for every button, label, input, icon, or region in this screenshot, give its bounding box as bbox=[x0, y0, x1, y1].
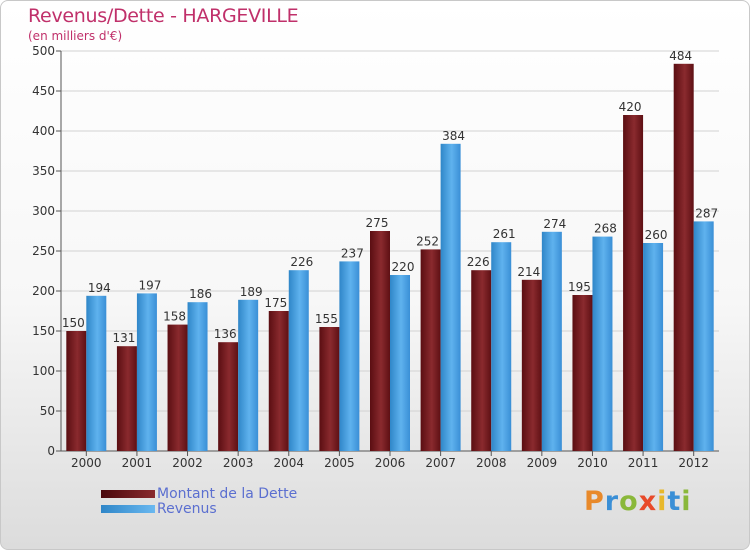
bar-debt bbox=[268, 311, 289, 451]
data-label-debt: 226 bbox=[467, 255, 490, 269]
bar-revenue bbox=[238, 299, 259, 451]
data-label-debt: 150 bbox=[62, 316, 85, 330]
bar-revenue bbox=[339, 261, 360, 451]
bar-revenue bbox=[136, 293, 157, 451]
data-label-debt: 420 bbox=[619, 100, 642, 114]
legend-swatch-revenue bbox=[101, 505, 155, 513]
bar-debt bbox=[521, 279, 542, 451]
bar-revenue bbox=[288, 270, 309, 451]
logo-letter: o bbox=[619, 486, 639, 517]
logo-letter: t bbox=[667, 486, 682, 517]
data-label-revenue: 186 bbox=[189, 287, 212, 301]
x-tick-label: 2009 bbox=[527, 456, 558, 470]
x-tick-label: 2006 bbox=[375, 456, 406, 470]
data-label-revenue: 220 bbox=[392, 260, 415, 274]
data-label-revenue: 268 bbox=[594, 222, 617, 236]
data-label-revenue: 274 bbox=[543, 217, 566, 231]
y-tick-label: 300 bbox=[32, 204, 55, 218]
data-label-revenue: 189 bbox=[240, 285, 263, 299]
data-label-revenue: 384 bbox=[442, 129, 465, 143]
data-label-revenue: 237 bbox=[341, 246, 364, 260]
bar-debt bbox=[623, 115, 644, 451]
data-label-debt: 275 bbox=[366, 216, 389, 230]
bar-revenue bbox=[592, 236, 613, 451]
logo-letter: x bbox=[638, 486, 658, 517]
x-tick-label: 2012 bbox=[678, 456, 709, 470]
y-tick-label: 50 bbox=[40, 404, 55, 418]
x-tick-label: 2008 bbox=[476, 456, 507, 470]
logo-letter: r bbox=[604, 486, 620, 517]
bar-revenue bbox=[390, 275, 410, 451]
x-tick-label: 2007 bbox=[425, 456, 456, 470]
data-label-debt: 484 bbox=[669, 49, 692, 63]
y-tick-label: 200 bbox=[32, 284, 55, 298]
data-label-debt: 155 bbox=[315, 312, 338, 326]
data-label-debt: 214 bbox=[517, 265, 540, 279]
logo-letter: P bbox=[584, 486, 605, 517]
x-tick-label: 2002 bbox=[172, 456, 203, 470]
bar-debt bbox=[471, 270, 492, 451]
data-label-revenue: 287 bbox=[695, 206, 718, 220]
data-label-revenue: 226 bbox=[290, 255, 313, 269]
bar-revenue bbox=[693, 221, 714, 451]
data-label-debt: 136 bbox=[214, 327, 237, 341]
proxiti-logo: Proxiti bbox=[584, 486, 692, 517]
legend-label-revenue: Revenus bbox=[157, 501, 217, 517]
data-label-debt: 131 bbox=[112, 331, 135, 345]
x-tick-label: 2010 bbox=[577, 456, 608, 470]
data-label-debt: 175 bbox=[264, 296, 287, 310]
legend-swatch-debt bbox=[101, 490, 155, 498]
bar-revenue bbox=[491, 242, 512, 451]
x-tick-label: 2011 bbox=[628, 456, 659, 470]
y-tick-label: 350 bbox=[32, 164, 55, 178]
y-tick-label: 150 bbox=[32, 324, 55, 338]
y-tick-label: 500 bbox=[32, 44, 55, 58]
bar-revenue bbox=[541, 231, 562, 451]
data-label-debt: 252 bbox=[416, 234, 439, 248]
data-label-revenue: 194 bbox=[88, 281, 111, 295]
y-tick-label: 0 bbox=[47, 444, 55, 458]
bar-debt bbox=[370, 231, 390, 451]
bar-debt bbox=[218, 342, 239, 451]
chart-subtitle: (en milliers d'€) bbox=[28, 29, 123, 43]
data-label-debt: 195 bbox=[568, 280, 591, 294]
x-tick-label: 2000 bbox=[71, 456, 102, 470]
x-tick-label: 2003 bbox=[223, 456, 254, 470]
bar-debt bbox=[116, 346, 137, 451]
y-tick-label: 100 bbox=[32, 364, 55, 378]
bar-debt bbox=[673, 63, 694, 452]
data-label-revenue: 260 bbox=[645, 228, 668, 242]
x-tick-label: 2005 bbox=[324, 456, 355, 470]
chart-title: Revenus/Dette - HARGEVILLE bbox=[28, 5, 299, 27]
y-tick-label: 400 bbox=[32, 124, 55, 138]
bar-revenue bbox=[86, 295, 107, 451]
bar-debt bbox=[66, 331, 87, 451]
x-tick-label: 2004 bbox=[273, 456, 304, 470]
legend-label-debt: Montant de la Dette bbox=[157, 486, 298, 502]
y-tick-label: 250 bbox=[32, 244, 55, 258]
data-label-revenue: 261 bbox=[493, 227, 516, 241]
bar-debt bbox=[420, 249, 441, 451]
bar-revenue bbox=[643, 243, 664, 451]
bar-debt bbox=[167, 324, 188, 451]
data-label-revenue: 197 bbox=[138, 278, 161, 292]
x-tick-label: 2001 bbox=[122, 456, 153, 470]
logo-letter: i bbox=[681, 486, 692, 517]
y-tick-label: 450 bbox=[32, 84, 55, 98]
bar-debt bbox=[572, 295, 593, 451]
bar-revenue bbox=[440, 143, 461, 452]
bar-debt bbox=[319, 327, 340, 451]
bar-revenue bbox=[187, 302, 208, 451]
data-label-debt: 158 bbox=[163, 310, 186, 324]
logo-letter: i bbox=[657, 486, 668, 517]
